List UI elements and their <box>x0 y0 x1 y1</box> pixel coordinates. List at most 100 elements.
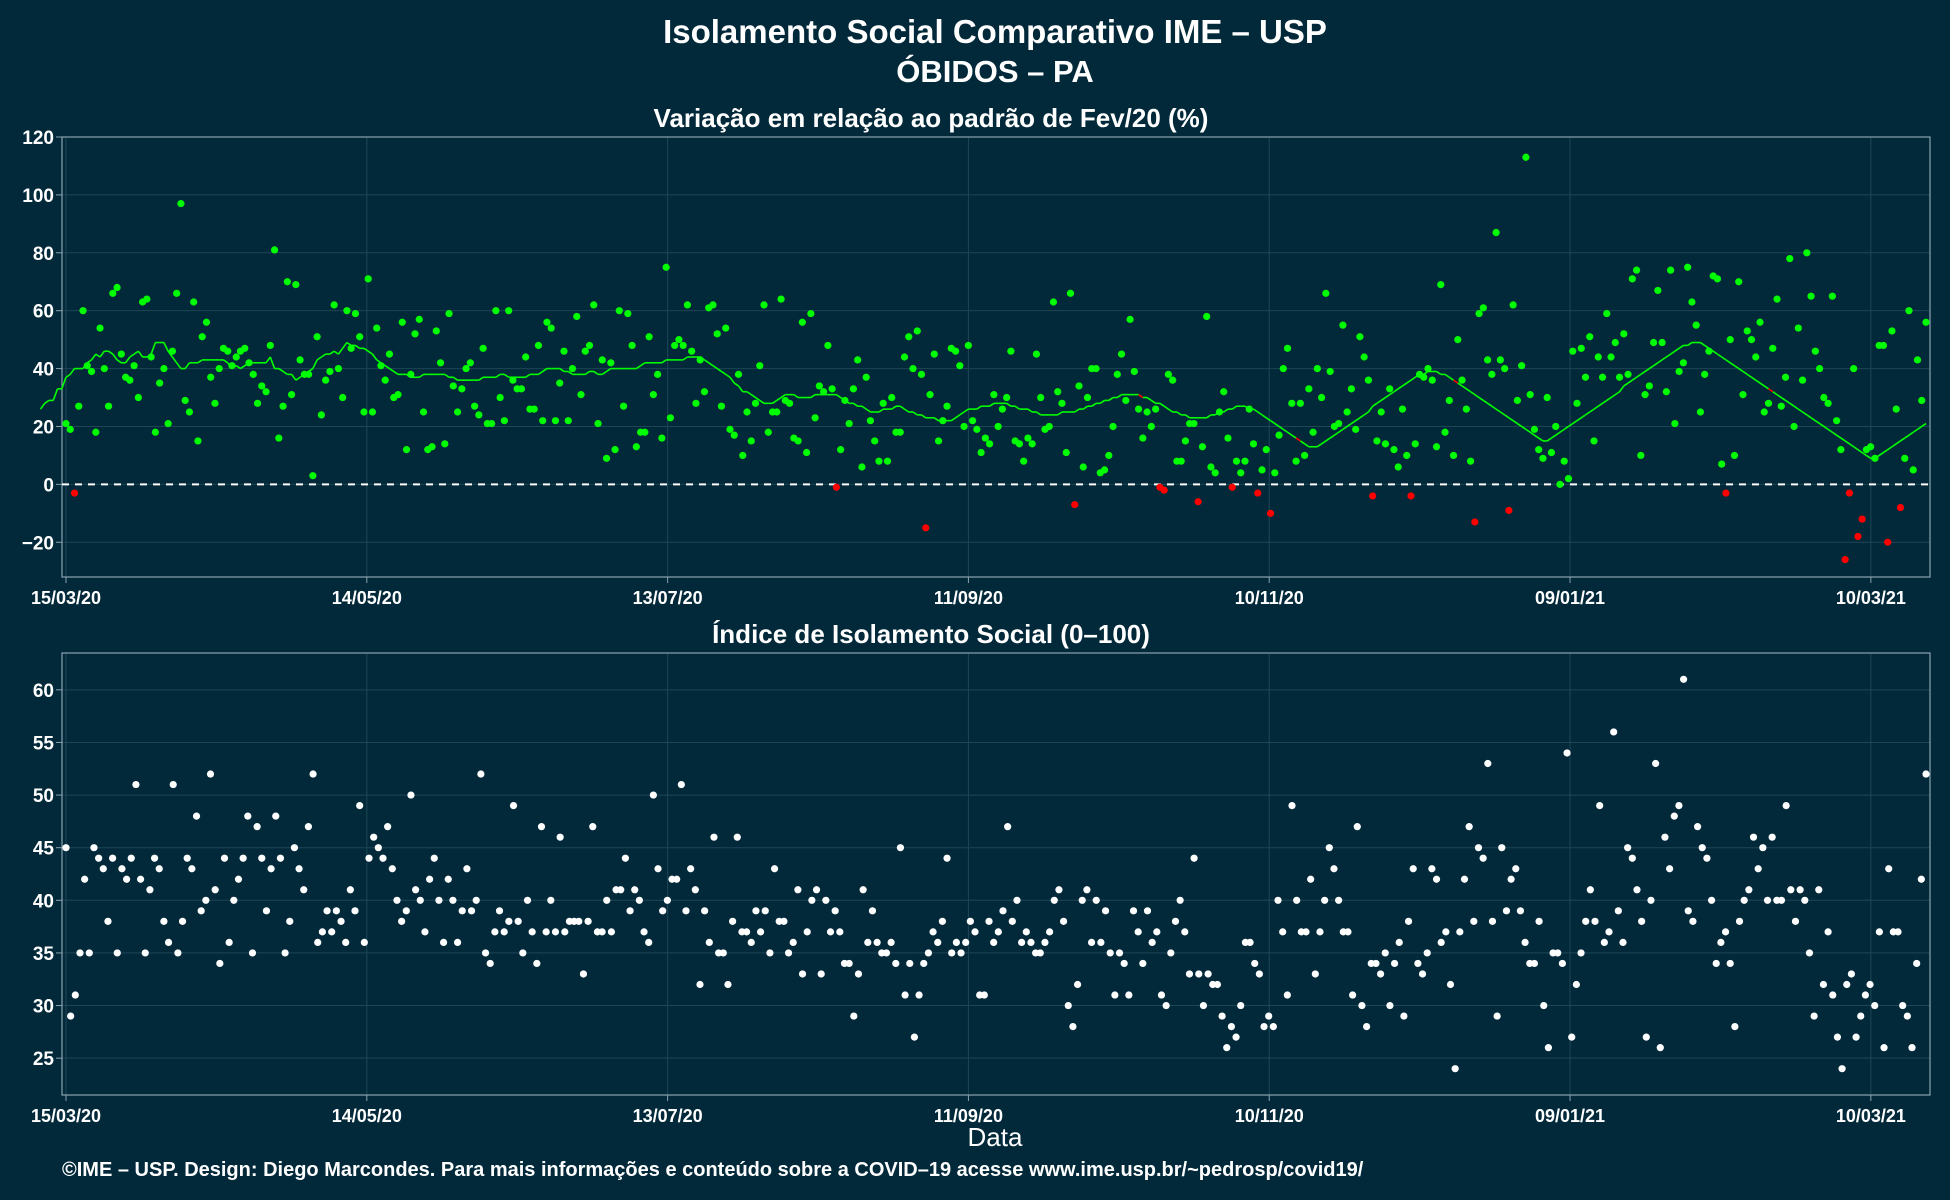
data-point <box>773 408 781 416</box>
moving-average-segment <box>1091 402 1097 407</box>
x-tick-label: 14/05/20 <box>332 588 402 608</box>
moving-average-segment <box>1900 437 1906 442</box>
data-point <box>1100 466 1109 474</box>
data-point <box>666 414 674 422</box>
data-point <box>1245 405 1253 413</box>
data-point <box>1400 1012 1408 1020</box>
data-point <box>826 928 835 936</box>
data-point <box>683 301 692 309</box>
data-point <box>1215 408 1224 416</box>
data-point <box>1475 309 1483 318</box>
data-point <box>1841 556 1849 564</box>
moving-average-segment <box>963 408 969 413</box>
moving-average-segment <box>1665 353 1672 358</box>
data-point <box>1892 405 1900 413</box>
data-point <box>1045 422 1053 431</box>
data-point <box>1908 1044 1916 1052</box>
data-point <box>692 399 700 407</box>
data-point <box>197 907 205 915</box>
data-point <box>1905 307 1913 315</box>
data-point <box>1698 844 1706 852</box>
moving-average-segment <box>1797 408 1804 413</box>
moving-average-segment <box>1406 379 1412 384</box>
moving-average-segment <box>1176 411 1182 416</box>
data-point <box>1896 503 1905 512</box>
data-point <box>1275 431 1283 439</box>
data-point <box>1075 382 1083 390</box>
data-point <box>1356 333 1364 341</box>
moving-average-segment <box>921 414 927 419</box>
data-point <box>481 949 490 957</box>
data-point <box>330 301 338 309</box>
data-point <box>770 865 779 873</box>
data-point <box>71 991 79 999</box>
moving-average-segment <box>899 405 905 410</box>
moving-average-segment <box>1827 428 1833 433</box>
data-point <box>1113 370 1121 378</box>
data-point <box>896 428 904 436</box>
data-point <box>1884 538 1892 546</box>
data-point <box>1661 833 1669 841</box>
data-point <box>466 359 474 367</box>
data-point <box>370 833 378 841</box>
data-point <box>364 275 372 283</box>
data-point <box>1445 396 1453 405</box>
data-point <box>96 324 104 332</box>
data-point <box>1607 353 1615 361</box>
data-point <box>1824 928 1832 936</box>
data-point <box>688 347 696 355</box>
data-point <box>1432 875 1441 883</box>
data-point <box>1390 446 1398 454</box>
data-point <box>1101 907 1110 915</box>
data-point <box>841 396 849 405</box>
moving-average-segment <box>295 376 301 381</box>
moving-average-segment <box>1802 411 1808 416</box>
moving-average-segment <box>1316 443 1323 448</box>
data-point <box>1743 327 1751 335</box>
data-point <box>1815 886 1823 894</box>
data-point <box>1130 367 1138 376</box>
data-point <box>146 886 154 894</box>
data-point <box>1752 353 1760 361</box>
moving-average-segment <box>635 365 642 370</box>
data-point <box>687 865 695 873</box>
data-point <box>930 350 938 358</box>
data-point <box>654 865 662 873</box>
data-point <box>1790 422 1798 431</box>
data-point <box>155 865 163 873</box>
data-point <box>173 289 181 297</box>
moving-average-segment <box>124 356 131 364</box>
moving-average-segment <box>1687 341 1693 347</box>
data-point <box>117 350 125 358</box>
y-tick-label: 45 <box>33 839 55 860</box>
moving-average-segment <box>1385 393 1391 399</box>
data-point <box>262 388 270 396</box>
moving-average-segment <box>1882 448 1889 454</box>
moving-average-segment <box>1287 431 1293 436</box>
data-point <box>1386 1001 1394 1010</box>
data-point <box>463 865 471 873</box>
data-point <box>181 396 189 405</box>
data-point <box>1369 492 1377 500</box>
data-point <box>1833 1033 1842 1041</box>
data-point <box>534 341 543 350</box>
moving-average-segment <box>44 399 50 404</box>
data-point <box>500 928 508 936</box>
data-point <box>910 1033 919 1041</box>
data-point <box>836 928 844 936</box>
data-point <box>1335 896 1343 904</box>
data-point <box>1059 917 1068 925</box>
data-point <box>1228 483 1236 491</box>
data-point <box>1798 376 1807 384</box>
x-tick-label: 14/05/20 <box>332 1106 402 1126</box>
data-point <box>794 437 802 445</box>
moving-average-segment <box>1568 422 1574 428</box>
moving-average-segment <box>1159 402 1165 407</box>
data-point <box>1321 896 1329 904</box>
data-point <box>1763 896 1772 904</box>
data-point <box>1420 373 1428 381</box>
data-point <box>682 907 690 915</box>
x-tick-label: 13/07/20 <box>633 1106 703 1126</box>
moving-average-segment <box>1861 451 1867 457</box>
